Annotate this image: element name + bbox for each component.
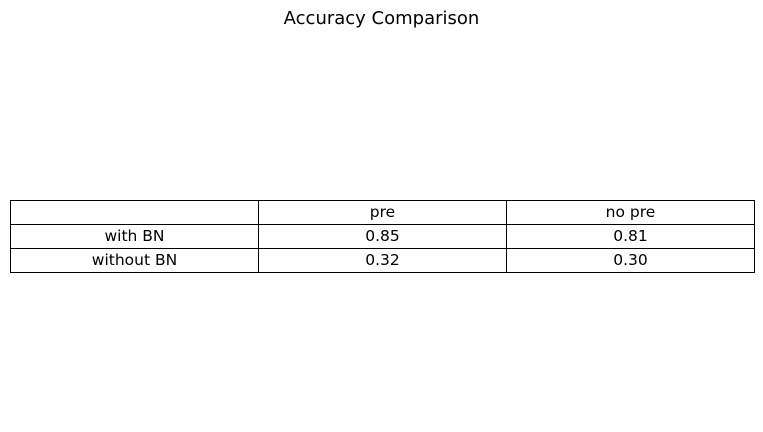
- accuracy-table: pre no pre with BN 0.85 0.81 without BN …: [10, 200, 755, 273]
- row-label-without-bn: without BN: [10, 248, 259, 273]
- header-cell-no-pre: no pre: [506, 200, 755, 225]
- chart-title: Accuracy Comparison: [283, 8, 480, 29]
- header-cell-corner: [10, 200, 259, 225]
- cell-without-bn-pre: 0.32: [258, 248, 507, 273]
- table-row: with BN 0.85 0.81: [10, 224, 755, 249]
- header-cell-pre: pre: [258, 200, 507, 225]
- row-label-with-bn: with BN: [10, 224, 259, 249]
- cell-with-bn-pre: 0.85: [258, 224, 507, 249]
- cell-without-bn-no-pre: 0.30: [506, 248, 755, 273]
- cell-with-bn-no-pre: 0.81: [506, 224, 755, 249]
- table-header-row: pre no pre: [10, 200, 755, 225]
- table-row: without BN 0.32 0.30: [10, 248, 755, 273]
